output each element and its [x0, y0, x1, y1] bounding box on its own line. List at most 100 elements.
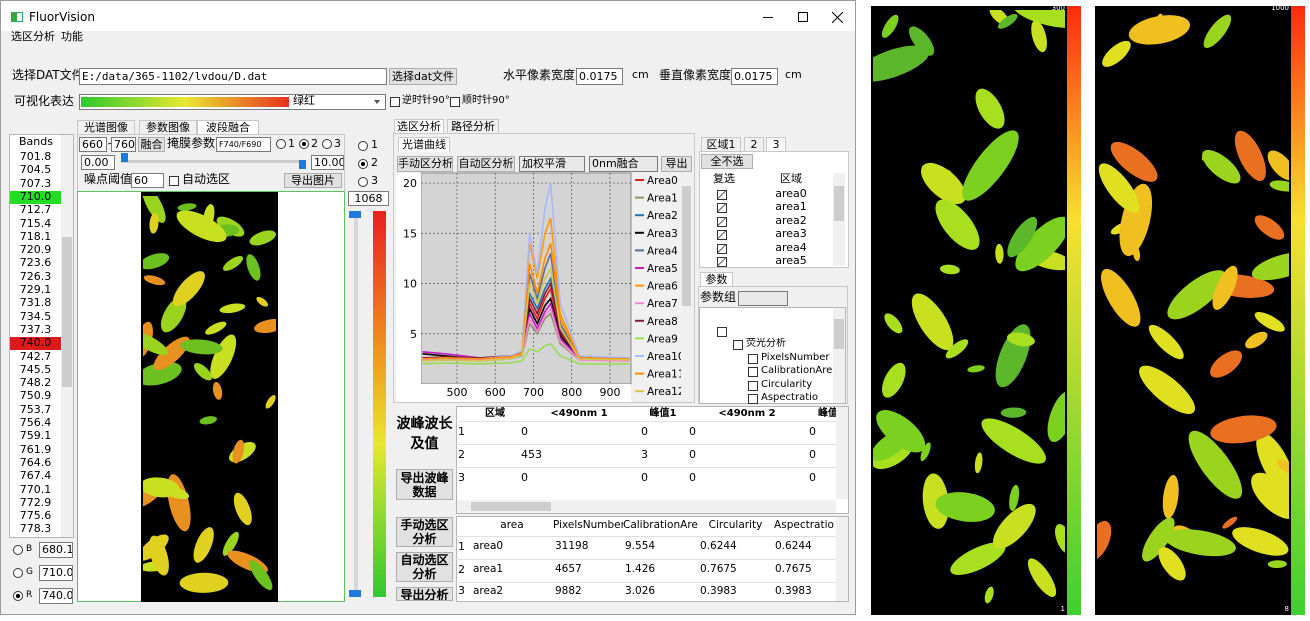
tree-item-checkbox[interactable]: [748, 367, 758, 378]
area-checkbox[interactable]: [717, 203, 727, 214]
band-item[interactable]: 715.4: [19, 217, 52, 230]
export-peak-button[interactable]: 导出波峰数据: [396, 469, 453, 500]
area-tab[interactable]: 区域1: [701, 137, 741, 152]
v-pixel-input[interactable]: 0.0175: [731, 68, 778, 85]
tree-item-checkbox[interactable]: [748, 393, 758, 404]
area-checkbox[interactable]: [717, 190, 727, 200]
auto-checkbox[interactable]: [169, 176, 179, 186]
tree-item-checkbox[interactable]: [748, 354, 758, 364]
minimize-button[interactable]: [763, 17, 773, 18]
band-item[interactable]: 701.8: [19, 151, 52, 163]
channel-radio[interactable]: [13, 591, 23, 601]
band-item[interactable]: 750.9: [19, 390, 52, 403]
vertical-slider-top[interactable]: [349, 211, 361, 218]
stats-button[interactable]: 手动选区分析: [396, 517, 453, 547]
band-item[interactable]: 775.6: [19, 510, 52, 523]
channel-input[interactable]: 680.1: [39, 542, 73, 558]
band-to-input[interactable]: 760: [111, 137, 136, 152]
leaf: [176, 210, 227, 243]
band-item[interactable]: 778.3: [19, 523, 52, 536]
range-handle-right[interactable]: [299, 160, 306, 169]
band-item[interactable]: 759.1: [19, 430, 52, 443]
ccw-checkbox[interactable]: [390, 97, 400, 107]
band-item[interactable]: 748.2: [19, 377, 52, 390]
band-item[interactable]: 764.6: [19, 456, 52, 469]
image-tab[interactable]: 参数图像: [139, 120, 197, 135]
band-item[interactable]: 729.1: [19, 284, 52, 296]
side-radio[interactable]: [358, 177, 368, 187]
analysis-tab[interactable]: 选区分析: [394, 119, 444, 134]
spectrum-tab[interactable]: 光谱曲线: [398, 137, 450, 152]
side-value-input[interactable]: 1068: [348, 191, 389, 206]
band-item[interactable]: 710.0: [10, 190, 61, 204]
band-item[interactable]: 718.1: [19, 230, 52, 243]
area-tab[interactable]: 2: [744, 137, 764, 152]
menu-item[interactable]: 选区分析: [11, 30, 55, 43]
image-tab[interactable]: 波段融合: [197, 120, 259, 135]
mask-radio[interactable]: [299, 139, 309, 149]
band-item[interactable]: 770.1: [19, 483, 52, 496]
side-radio[interactable]: [358, 141, 368, 151]
mask-radio[interactable]: [322, 139, 332, 149]
close-button[interactable]: [832, 12, 843, 23]
mask-dropdown[interactable]: F740/F690: [216, 137, 271, 152]
select-file-button[interactable]: 选择dat文件: [389, 68, 457, 85]
band-item[interactable]: 723.6: [19, 257, 52, 270]
max-input[interactable]: 10.00: [311, 155, 344, 170]
range-handle-left[interactable]: [121, 153, 128, 162]
band-item[interactable]: 726.3: [19, 270, 52, 283]
stats-button[interactable]: 导出分析: [396, 587, 453, 601]
min-input[interactable]: 0.00: [81, 155, 115, 170]
band-item[interactable]: 720.9: [19, 244, 52, 257]
band-item[interactable]: 767.4: [19, 470, 52, 483]
channel-radio[interactable]: [13, 545, 23, 555]
channel-radio[interactable]: [13, 568, 23, 578]
area-checkbox[interactable]: [717, 216, 727, 227]
image-tab[interactable]: 光谱图像: [77, 120, 135, 135]
band-item[interactable]: 753.7: [19, 403, 52, 416]
export-image-button[interactable]: 导出图片: [284, 173, 342, 188]
analysis-tab[interactable]: 路径分析: [447, 119, 499, 134]
band-item[interactable]: 745.5: [19, 363, 52, 376]
band-item[interactable]: 740.0: [10, 337, 61, 351]
band-item[interactable]: 761.9: [19, 443, 52, 456]
fusion-dropdown[interactable]: 0nm融合: [589, 156, 658, 172]
maximize-button[interactable]: [798, 12, 808, 22]
smooth-dropdown[interactable]: 加权平滑: [519, 156, 585, 172]
band-item[interactable]: 772.9: [19, 496, 52, 509]
area-tab[interactable]: 3: [766, 137, 786, 152]
export-button[interactable]: 导出: [661, 156, 692, 172]
file-path-input[interactable]: E:/data/365-1102/lvdou/D.dat: [79, 68, 387, 85]
auto-analysis-button[interactable]: 自动区分析: [457, 156, 515, 172]
cw-checkbox[interactable]: [450, 97, 460, 107]
channel-input[interactable]: 740.0: [39, 588, 73, 604]
band-from-input[interactable]: 660: [79, 137, 107, 152]
h-pixel-input[interactable]: 0.0175: [576, 68, 623, 85]
area-checkbox[interactable]: [717, 243, 727, 254]
band-item[interactable]: 704.5: [19, 164, 52, 177]
side-radio[interactable]: [358, 159, 368, 169]
channel-input[interactable]: 710.0: [39, 565, 73, 581]
vertical-slider-bottom[interactable]: [349, 590, 361, 597]
band-item[interactable]: 707.3: [19, 177, 52, 190]
band-item[interactable]: 712.7: [19, 204, 52, 217]
param-group-dropdown[interactable]: [738, 291, 788, 306]
param-tab[interactable]: 参数: [700, 272, 733, 287]
manual-analysis-button[interactable]: 手动区分析: [397, 156, 453, 172]
band-item[interactable]: 756.4: [19, 417, 52, 429]
fuse-button[interactable]: 融合: [138, 137, 165, 152]
band-item[interactable]: 734.5: [19, 310, 52, 323]
area-checkbox[interactable]: [717, 230, 727, 241]
menu-item[interactable]: 功能: [61, 30, 83, 43]
area-checkbox[interactable]: [717, 257, 727, 267]
tree-branch-checkbox[interactable]: [733, 340, 743, 350]
band-item[interactable]: 742.7: [19, 350, 52, 363]
band-item[interactable]: 731.8: [19, 297, 52, 310]
mask-radio[interactable]: [276, 139, 286, 149]
stats-button[interactable]: 自动选区分析: [396, 552, 453, 582]
tree-root-checkbox[interactable]: [717, 327, 727, 337]
noise-input[interactable]: 60: [131, 173, 164, 188]
tree-item-checkbox[interactable]: [748, 380, 758, 391]
band-item[interactable]: 737.3: [19, 323, 52, 336]
select-none-button[interactable]: 全不选: [701, 154, 753, 169]
